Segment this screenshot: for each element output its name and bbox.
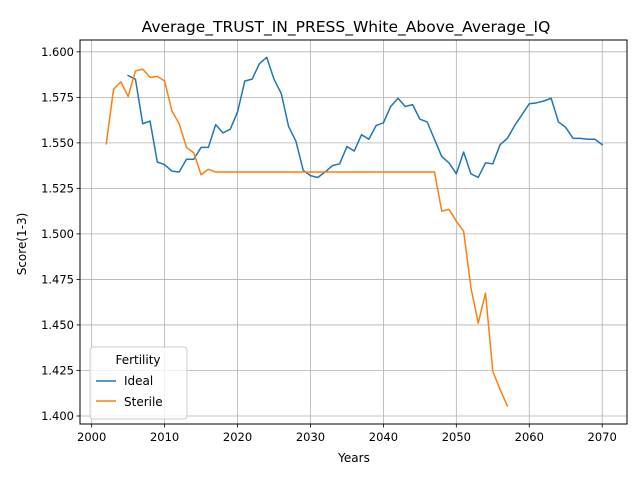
series-line-sterile xyxy=(105,68,509,407)
chart-title: Average_TRUST_IN_PRESS_White_Above_Avera… xyxy=(142,18,551,37)
y-tick-label: 1.500 xyxy=(41,227,74,241)
legend: Fertility Ideal Sterile xyxy=(89,346,188,420)
x-tick-label: 2040 xyxy=(369,430,398,444)
axis-ticks: 2000 2010 2020 2030 2040 2050 2060 2070 1.400 1.4… xyxy=(41,45,617,444)
y-tick-label: 1.425 xyxy=(41,363,74,377)
series-lines xyxy=(105,56,604,407)
x-tick-label: 2050 xyxy=(442,430,471,444)
x-tick-label: 2000 xyxy=(77,430,106,444)
x-axis-label: Years xyxy=(337,451,370,465)
x-tick-label: 2070 xyxy=(588,430,617,444)
legend-title: Fertility xyxy=(115,353,160,367)
y-tick-label: 1.475 xyxy=(41,272,74,286)
y-tick-label: 1.525 xyxy=(41,181,74,195)
y-tick-label: 1.550 xyxy=(41,136,74,150)
y-tick-label: 1.450 xyxy=(41,318,74,332)
series-line-ideal xyxy=(127,56,604,179)
y-tick-label: 1.575 xyxy=(41,90,74,104)
legend-label-ideal: Ideal xyxy=(124,374,153,388)
x-tick-label: 2010 xyxy=(150,430,179,444)
plot-area-frame xyxy=(79,39,628,425)
x-tick-label: 2020 xyxy=(223,430,252,444)
x-tick-label: 2030 xyxy=(296,430,325,444)
legend-label-sterile: Sterile xyxy=(124,395,163,409)
y-axis-label: Score(1-3) xyxy=(15,213,29,276)
y-tick-label: 1.400 xyxy=(41,409,74,423)
y-tick-label: 1.600 xyxy=(41,45,74,59)
x-tick-label: 2060 xyxy=(515,430,544,444)
